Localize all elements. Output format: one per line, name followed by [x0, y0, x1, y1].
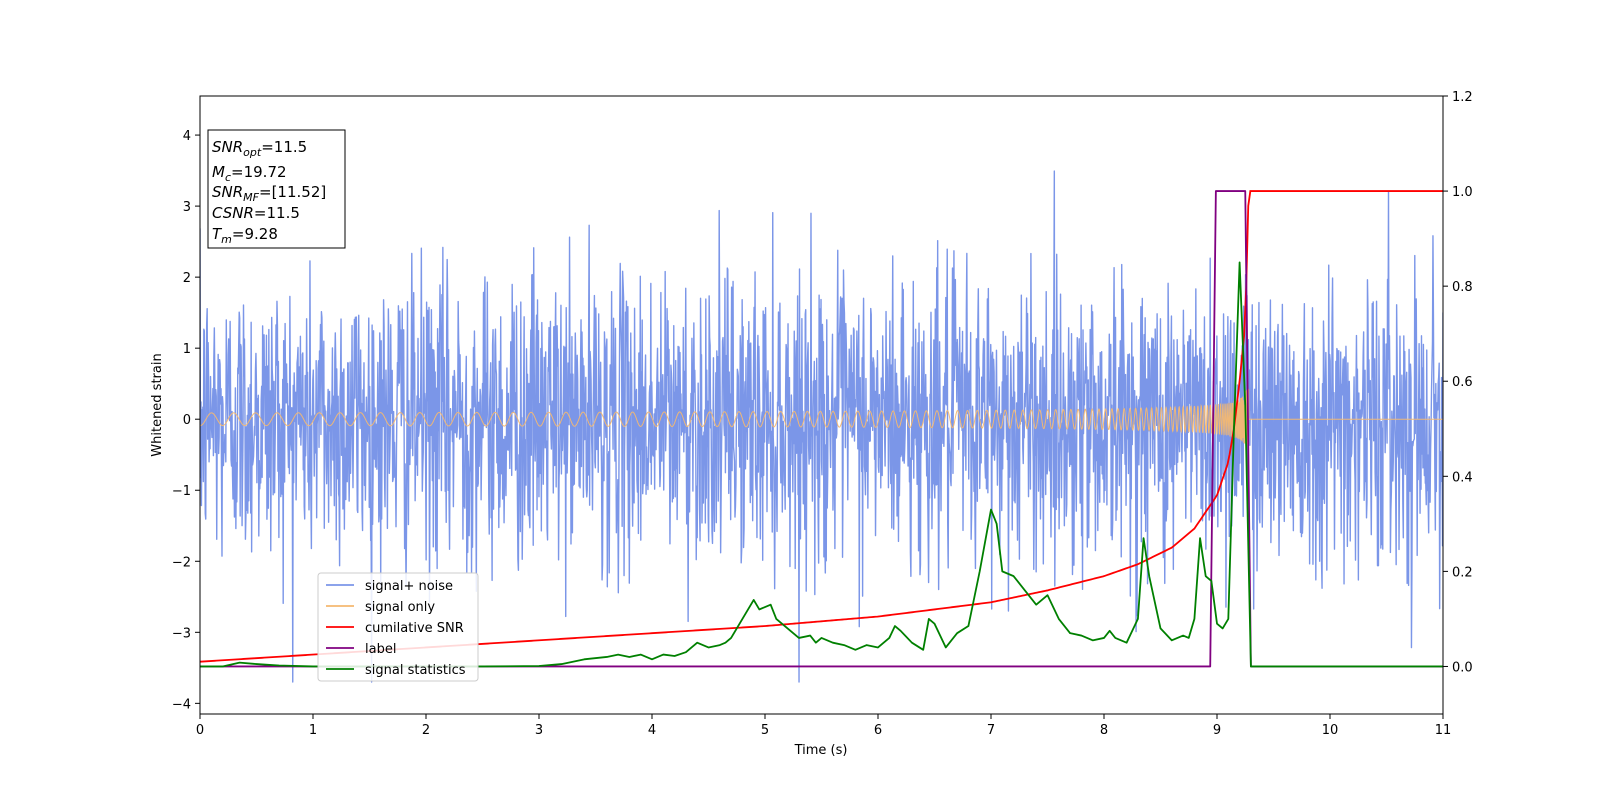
y-left-tick-label: 1: [183, 342, 191, 357]
annotation-line: CSNR=11.5: [212, 204, 300, 222]
x-tick-label: 0: [196, 723, 204, 738]
legend-entry: signal only: [365, 600, 435, 615]
legend-frame: [317, 572, 479, 682]
y-left-tick-label: 0: [183, 413, 191, 428]
x-tick-label: 6: [874, 723, 882, 738]
x-axis-label: Time (s): [794, 743, 848, 758]
y-right-tick-label: 0.4: [1452, 470, 1473, 485]
x-tick-label: 4: [648, 723, 656, 738]
y-left-tick-label: −2: [172, 555, 191, 570]
ticks-layer: 0 1 2 3 4 5 6 7 8 9 10 11 −4 −3 −2 −1 0 1 2 3 4 0.0 0.2 0.4 0.6 0…: [172, 90, 1473, 738]
legend-entry: signal+ noise: [365, 579, 453, 594]
legend-entry: signal statistics: [365, 663, 466, 678]
y-right-tick-label: 0.2: [1452, 565, 1473, 580]
legend: signal+ noise signal only cumilative SNR la…: [317, 572, 479, 682]
annotation-line: SNRopt=11.5: [212, 138, 307, 159]
x-tick-label: 1: [309, 723, 317, 738]
x-tick-label: 5: [761, 723, 769, 738]
annotation-line: SNRMF=[11.52]: [212, 183, 326, 204]
y-left-tick-label: 2: [183, 271, 191, 286]
x-tick-label: 11: [1435, 723, 1452, 738]
x-tick-label: 3: [535, 723, 543, 738]
plot-frame: [199, 95, 1444, 715]
y-right-tick-label: 1.0: [1452, 185, 1473, 200]
x-tick-label: 9: [1213, 723, 1221, 738]
y-right-tick-label: 0.0: [1452, 660, 1473, 675]
legend-entry: label: [365, 642, 396, 657]
series-signal-statistics-line: [200, 261, 1443, 668]
info-annotation-box: SNRopt=11.5 Mc=19.72SNRMF=[11.52]CSNR=11.…: [207, 129, 346, 249]
y-right-tick-label: 1.2: [1452, 90, 1473, 105]
y-right-tick-label: 0.6: [1452, 375, 1473, 390]
x-tick-label: 7: [987, 723, 995, 738]
annotation-line: Mc=19.72: [212, 163, 287, 184]
y-left-tick-label: −4: [172, 697, 191, 712]
y-left-tick-label: 3: [183, 200, 191, 215]
annotation-line: Tm=9.28: [212, 225, 278, 246]
legend-entry: cumilative SNR: [365, 621, 464, 636]
y-left-tick-label: −1: [172, 484, 191, 499]
y-right-tick-label: 0.8: [1452, 280, 1473, 295]
x-tick-label: 8: [1100, 723, 1108, 738]
x-tick-label: 2: [422, 723, 430, 738]
annotation-frame: [207, 129, 346, 249]
series-signal-noise-line: [200, 170, 1443, 683]
x-tick-label: 10: [1322, 723, 1339, 738]
y-axis-label: Whitened strain: [150, 353, 165, 456]
y-left-tick-label: −3: [172, 626, 191, 641]
y-left-tick-label: 4: [183, 129, 191, 144]
